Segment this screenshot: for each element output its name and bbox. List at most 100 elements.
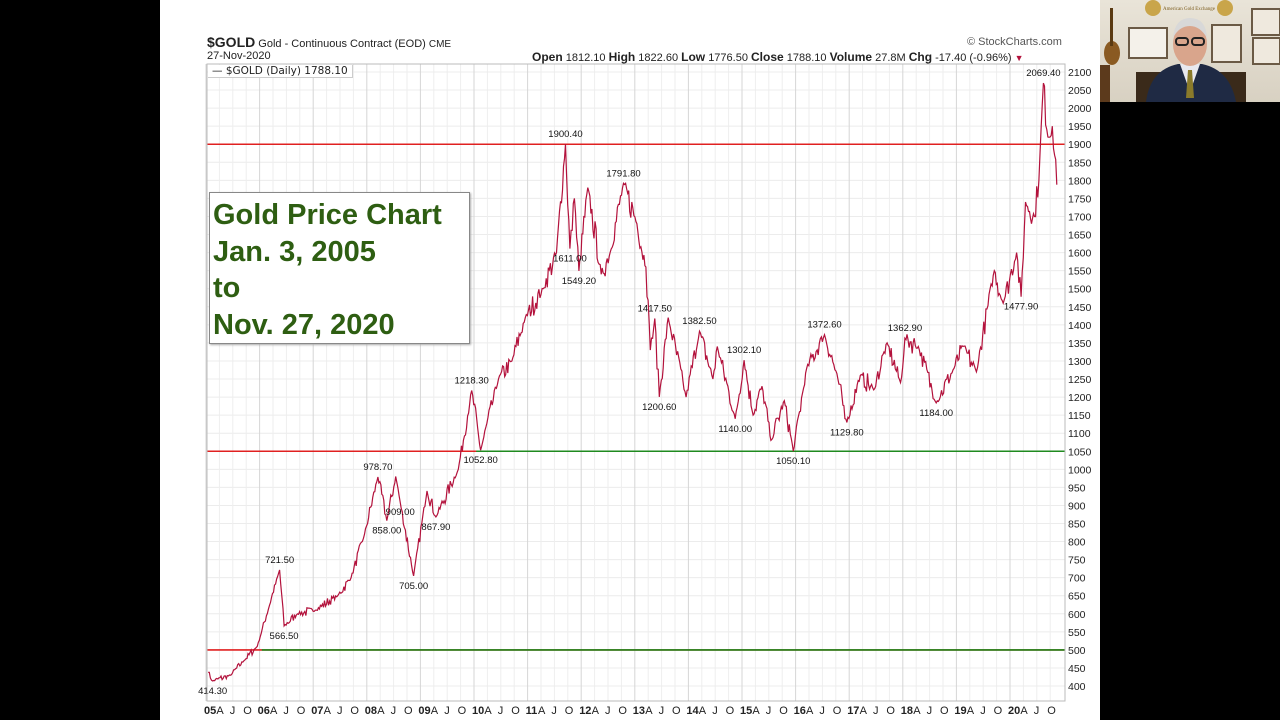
data-label: 721.50 — [265, 555, 294, 566]
data-label: 1200.60 — [642, 402, 676, 413]
y-tick-label: 450 — [1068, 663, 1086, 675]
x-tick-label: J — [927, 705, 933, 717]
y-tick-label: 1100 — [1068, 428, 1091, 440]
y-tick-label: 1250 — [1068, 374, 1092, 386]
y-tick-label: 1750 — [1068, 193, 1092, 205]
x-tick-label: A — [699, 705, 707, 717]
x-tick-label: J — [498, 705, 504, 717]
data-label: 1184.00 — [919, 408, 953, 419]
x-tick-label: A — [538, 705, 546, 717]
data-label: 1791.80 — [606, 168, 640, 179]
x-tick-label: 13 — [633, 705, 645, 717]
x-tick-label: A — [216, 705, 224, 717]
x-tick-label: O — [779, 705, 788, 717]
x-tick-label: O — [404, 705, 413, 717]
x-tick-label: O — [350, 705, 359, 717]
shelf — [1100, 65, 1110, 102]
data-label: 1900.40 — [548, 129, 582, 140]
tie — [1186, 70, 1194, 98]
symbol: $GOLD — [207, 34, 256, 50]
x-tick-label: A — [484, 705, 492, 717]
open-label: Open — [532, 50, 563, 64]
glasses — [1175, 37, 1189, 46]
series-legend: — $GOLD (Daily) 1788.10 — [208, 65, 353, 78]
person-head — [1173, 22, 1207, 66]
x-tick-label: J — [766, 705, 772, 717]
series — [208, 82, 1058, 682]
x-tick-label: 05 — [204, 705, 216, 717]
x-tick-label: A — [1020, 705, 1028, 717]
x-tick-label: O — [458, 705, 467, 717]
x-tick-label: 08 — [365, 705, 377, 717]
picture-frame — [1252, 37, 1280, 65]
annotations: 414.30 721.50 566.50 978.70 858.00 909.00 705.… — [198, 68, 1061, 697]
plot-frame — [206, 63, 1066, 702]
y-tick-label: 850 — [1068, 519, 1086, 531]
data-label: 909.00 — [386, 507, 415, 518]
webcam-video: American Gold Exchange — [1100, 0, 1280, 102]
x-tick-label: 07 — [311, 705, 323, 717]
y-tick-label: 1500 — [1068, 284, 1092, 296]
x-tick-label: 12 — [579, 705, 591, 717]
x-tick-label: 17 — [847, 705, 859, 717]
x-tick-label: O — [1047, 705, 1056, 717]
webcam-scene: American Gold Exchange — [1100, 0, 1280, 102]
data-label: 1611.00 — [553, 254, 587, 265]
chg-value: -17.40 (-0.96%) — [935, 52, 1012, 64]
data-label: 2069.40 — [1026, 68, 1060, 79]
low-label: Low — [681, 50, 706, 64]
data-label: 1052.80 — [463, 455, 497, 466]
x-tick-label: A — [324, 705, 332, 717]
instrument-name: Gold - Continuous Contract (EOD) — [258, 38, 426, 50]
close-label: Close — [751, 50, 784, 64]
x-tick-label: J — [283, 705, 289, 717]
x-tick-label: 19 — [954, 705, 966, 717]
office-sign: American Gold Exchange — [1163, 7, 1216, 12]
picture-frame — [1251, 8, 1280, 36]
x-tick-label: O — [833, 705, 842, 717]
close-value: 1788.10 — [786, 52, 827, 64]
x-tick-label: 14 — [686, 705, 699, 717]
y-tick-label: 600 — [1068, 609, 1086, 621]
exchange: CME — [428, 39, 452, 50]
title-line: to — [213, 272, 241, 304]
x-tick-label: J — [873, 705, 879, 717]
y-tick-label: 1950 — [1068, 121, 1092, 133]
data-label: 414.30 — [198, 686, 227, 697]
x-tick-label: A — [270, 705, 278, 717]
level-lines — [207, 143, 1065, 651]
data-label: 1140.00 — [718, 424, 752, 435]
x-tick-label: O — [243, 705, 252, 717]
x-tick-label: A — [431, 705, 439, 717]
y-tick-label: 1000 — [1068, 464, 1092, 476]
x-tick-label: A — [752, 705, 760, 717]
title-line: Nov. 27, 2020 — [213, 308, 395, 341]
x-tick-label: 16 — [794, 705, 806, 717]
y-tick-label: 1400 — [1068, 320, 1092, 332]
x-tick-label: J — [337, 705, 343, 717]
data-label: 1129.80 — [830, 427, 864, 438]
data-label: 1302.10 — [727, 345, 761, 356]
x-tick-label: A — [860, 705, 868, 717]
y-tick-label: 1600 — [1068, 248, 1092, 260]
x-tick-label: A — [967, 705, 975, 717]
y-tick-label: 2050 — [1068, 85, 1092, 97]
data-label: 1050.10 — [776, 456, 810, 467]
data-label: 705.00 — [399, 581, 428, 592]
y-tick-label: 750 — [1068, 555, 1086, 567]
chg-label: Chg — [908, 50, 933, 64]
x-tick-label: 09 — [418, 705, 430, 717]
y-tick-label: 1050 — [1068, 446, 1092, 458]
grid — [205, 64, 1065, 701]
y-tick-label: 2000 — [1068, 103, 1092, 115]
x-tick-label: O — [994, 705, 1003, 717]
x-tick-label: O — [618, 705, 627, 717]
data-label: 1417.50 — [638, 304, 672, 315]
y-tick-label: 1350 — [1068, 338, 1092, 350]
x-tick-label: J — [712, 705, 718, 717]
x-tick-label: J — [819, 705, 825, 717]
price-line — [208, 82, 1058, 682]
open-value: 1812.10 — [565, 52, 606, 64]
y-tick-label: 800 — [1068, 537, 1086, 549]
